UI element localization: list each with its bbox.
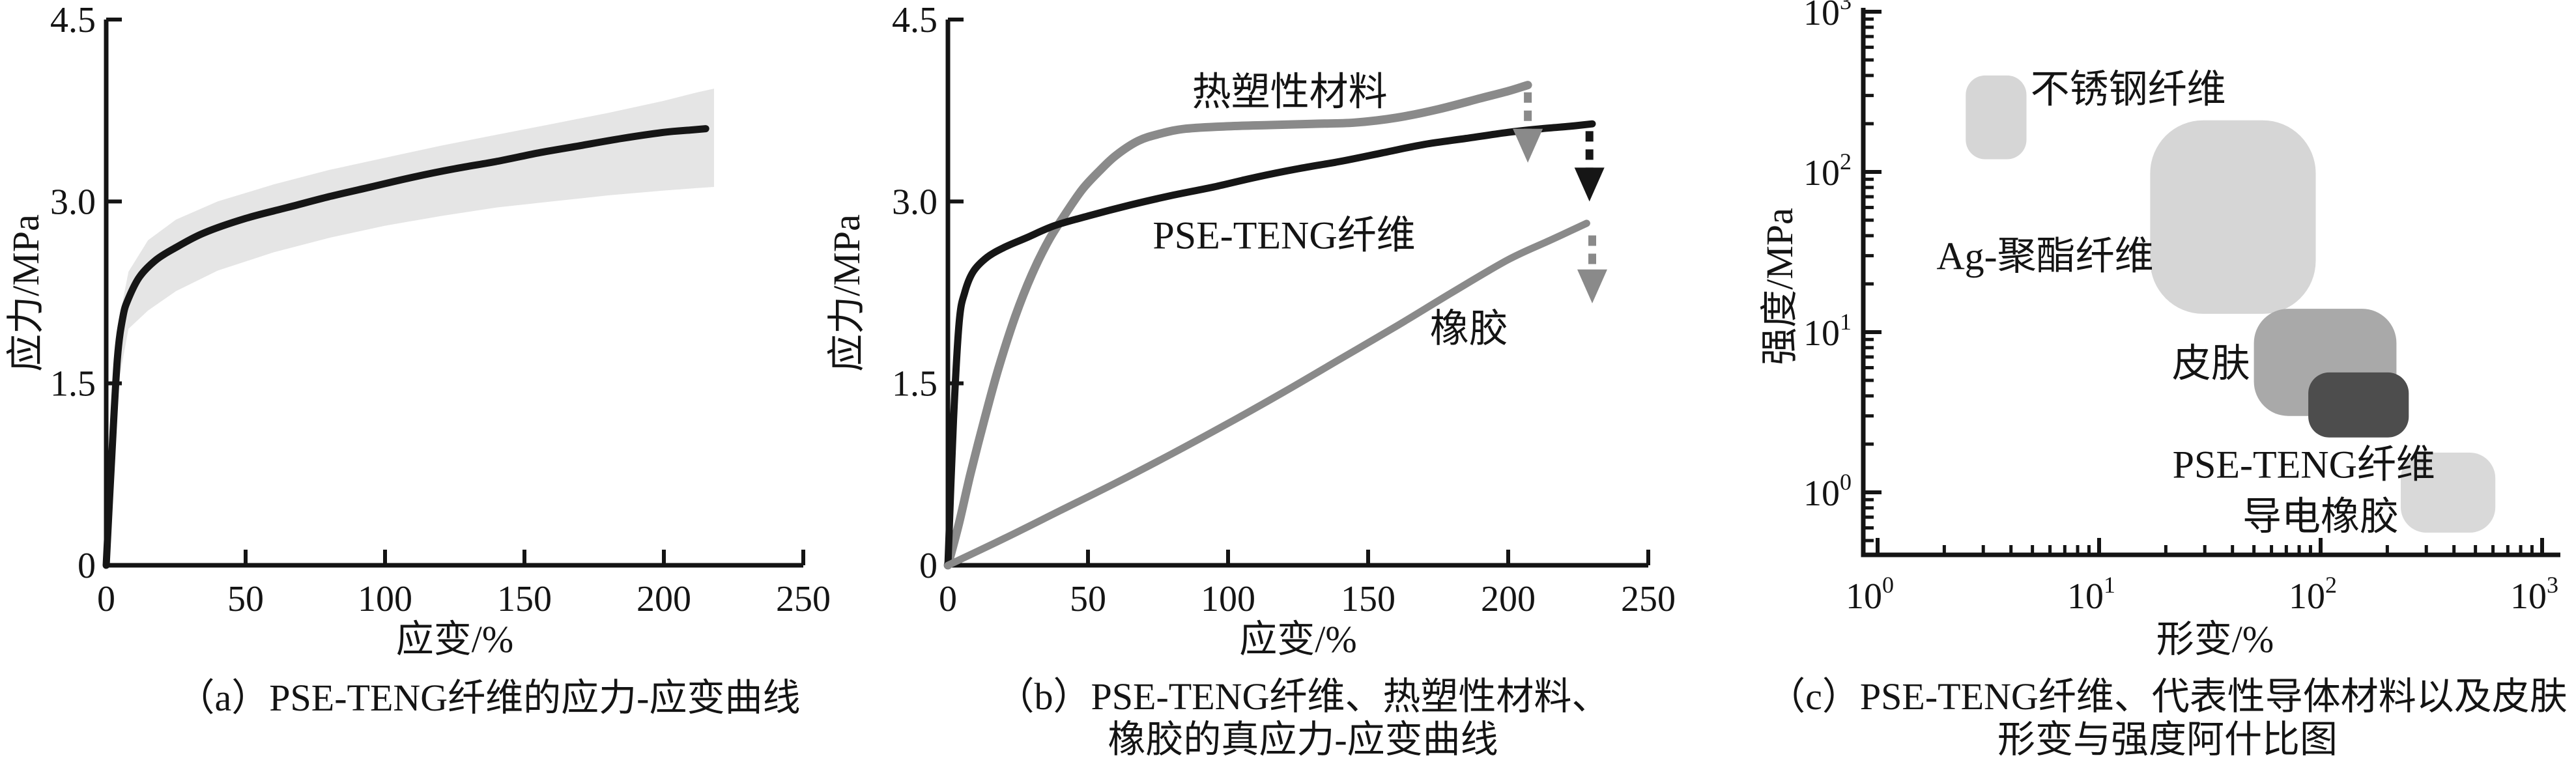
blob-label-ag-polyester-fiber: Ag-聚酯纤维 [1936, 235, 2153, 278]
curve-pse-teng-fiber [944, 120, 1596, 569]
panel-b-caption-line1: （b）PSE-TENG纤维、热塑性材料、 [996, 675, 1610, 718]
panel-a-stress-strain-chart: 0 1.5 3.0 4.5 0 50 100 150 200 250 [50, 0, 831, 619]
x-tick-label: 50 [227, 579, 264, 619]
y-tick-label: 3.0 [892, 182, 937, 222]
panel-b-x-axis-label: 应变/% [1239, 618, 1357, 660]
y-tick-label: 0 [919, 546, 937, 586]
x-tick-label: 150 [1341, 579, 1395, 619]
x-tick-label: 100 [1201, 579, 1255, 619]
y-tick-label: 1.5 [50, 364, 96, 404]
blob-label-skin: 皮肤 [2172, 343, 2250, 386]
axes [1861, 8, 2560, 557]
x-tick-label: 200 [637, 579, 691, 619]
blob-ag-polyester-fiber [2150, 120, 2316, 314]
y-tick-label: 103 [1803, 0, 1852, 33]
x-tick-label: 0 [939, 579, 957, 619]
blob-label-pse-teng-fiber: PSE-TENG纤维 [2173, 443, 2435, 486]
curve-pse-teng-fiber [102, 125, 709, 569]
blob-pse-teng-fiber [2308, 372, 2409, 438]
x-tick-label: 250 [776, 579, 831, 619]
x-tick-label: 0 [97, 579, 115, 619]
y-tick-label: 102 [1803, 148, 1852, 193]
x-tick-label: 102 [2289, 572, 2337, 617]
panel-c-y-axis-label: 强度/MPa [1758, 208, 1801, 365]
thermoplastic-break-arrow-head [1513, 128, 1543, 163]
y-tick-label: 100 [1803, 469, 1852, 514]
panel-c-caption-line1: （c）PSE-TENG纤维、代表性导体材料以及皮肤 [1767, 675, 2568, 718]
y-tick-label: 4.5 [892, 0, 937, 40]
x-tick-label: 100 [358, 579, 412, 619]
curve-rubber [944, 219, 1590, 569]
x-tick-label: 50 [1070, 579, 1106, 619]
y-tick-label: 4.5 [50, 0, 96, 40]
blob-label-conductive-rubber: 导电橡胶 [2242, 496, 2399, 539]
rubber-break-arrow-head [1577, 269, 1607, 303]
error-band [117, 89, 715, 389]
x-tick-label: 103 [2510, 572, 2558, 617]
blob-label-stainless-steel-fiber: 不锈钢纤维 [2031, 68, 2226, 111]
panel-b-y-axis-label: 应力/MPa [825, 214, 868, 372]
y-tick-label: 3.0 [50, 182, 96, 222]
curve-label-rubber: 橡胶 [1430, 307, 1508, 350]
x-tick-label: 200 [1481, 579, 1536, 619]
panel-a-y-axis-label: 应力/MPa [5, 214, 47, 372]
panel-c-x-axis-label: 形变/% [2156, 618, 2274, 660]
panel-c-caption-line2: 形变与强度阿什比图 [1997, 718, 2338, 760]
y-tick-label: 101 [1803, 309, 1852, 354]
x-tick-label: 101 [2067, 572, 2115, 617]
pse-teng-break-arrow-head [1574, 167, 1605, 202]
curve-label-pse-teng-fiber: PSE-TENG纤维 [1152, 214, 1415, 257]
x-tick-label: 100 [1846, 572, 1894, 617]
curve-thermoplastic [943, 81, 1532, 570]
panel-a-x-axis-label: 应变/% [395, 618, 514, 660]
y-tick-label: 1.5 [892, 364, 937, 404]
x-tick-label: 150 [497, 579, 552, 619]
blob-stainless-steel-fiber [1966, 75, 2027, 160]
curve-label-thermoplastic: 热塑性材料 [1192, 71, 1388, 114]
panel-b-caption-line2: 橡胶的真应力-应变曲线 [1108, 718, 1498, 760]
x-tick-label: 250 [1621, 579, 1676, 619]
blob-conductive-rubber [2401, 453, 2496, 533]
y-tick-label: 0 [78, 546, 96, 586]
panel-a-caption: （a）PSE-TENG纤维的应力-应变曲线 [177, 677, 801, 719]
panel-b-true-stress-strain-chart: 0 1.5 3.0 4.5 0 50 100 150 200 250 热塑性材料 PSE-TENG纤维… [892, 0, 1676, 619]
